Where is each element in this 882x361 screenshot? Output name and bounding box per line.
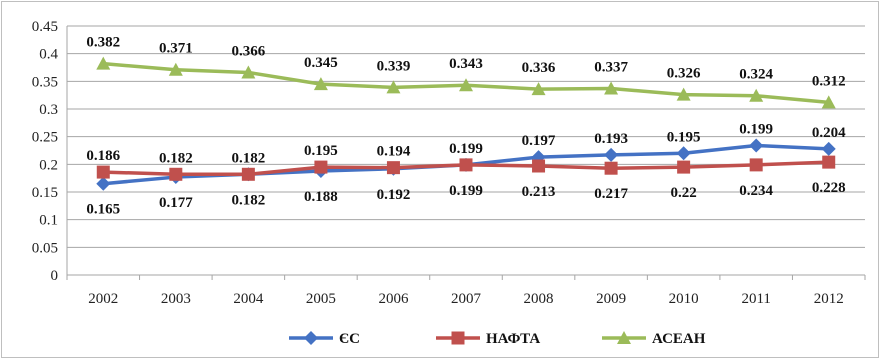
data-label-series-0: 0.199	[449, 183, 483, 199]
data-label-series-1: 0.199	[449, 141, 483, 157]
data-label-series-1: 0.194	[377, 144, 411, 160]
x-tick-label: 2005	[306, 291, 336, 307]
series-1-marker	[749, 158, 763, 172]
series-1-marker	[386, 161, 400, 175]
series-1-marker	[459, 158, 473, 172]
data-label-series-2: 0.366	[231, 43, 265, 59]
data-label-series-1: 0.199	[739, 122, 773, 138]
y-tick-label: 0	[51, 268, 59, 284]
series-lines	[96, 56, 836, 191]
axes: 0 0.05 0.1 0.15 0.2 0.25 0.3 0.35 0.4 0.45 2002 200…	[32, 19, 866, 307]
series-2-marker	[821, 95, 836, 109]
series-0-marker	[96, 176, 111, 191]
data-label-series-1: 0.197	[522, 133, 556, 149]
x-tick-label: 2011	[741, 291, 770, 307]
data-label-series-1: 0.186	[86, 148, 120, 164]
x-tick-label: 2012	[814, 291, 844, 307]
series-2-marker	[749, 88, 764, 102]
data-label-series-2: 0.336	[522, 60, 556, 76]
data-label-series-1: 0.182	[231, 150, 265, 166]
data-label-series-0: 0.22	[671, 185, 697, 201]
series-1-marker	[169, 167, 183, 181]
y-tick-label: 0.4	[39, 47, 58, 63]
legend: ЄС НАФТА АСЕАН	[289, 331, 706, 347]
data-label-series-0: 0.182	[231, 192, 265, 208]
y-tick-label: 0.3	[39, 102, 58, 118]
x-tick-label: 2010	[669, 291, 699, 307]
data-label-series-2: 0.339	[377, 58, 411, 74]
data-label-series-1: 0.195	[304, 143, 338, 159]
series-0-marker	[604, 147, 619, 162]
series-1-marker	[314, 160, 328, 174]
data-label-series-0: 0.234	[739, 183, 773, 199]
data-label-series-1: 0.195	[667, 129, 701, 145]
data-label-series-0: 0.213	[522, 184, 556, 200]
series-0-marker	[749, 138, 764, 153]
x-tick-label: 2008	[524, 291, 554, 307]
series-2-marker	[531, 82, 546, 96]
legend-label-1: НАФТА	[486, 331, 540, 347]
data-label-series-2: 0.324	[739, 67, 773, 83]
data-label-series-2: 0.371	[159, 41, 193, 57]
x-tick-label: 2007	[451, 291, 482, 307]
series-1-marker	[604, 161, 618, 175]
legend-marker-1	[451, 331, 465, 345]
series-2-marker	[386, 80, 401, 94]
data-label-series-1: 0.204	[812, 125, 846, 141]
series-2-marker	[241, 65, 256, 79]
data-label-series-2: 0.382	[86, 35, 120, 51]
y-tick-label: 0.35	[32, 74, 58, 90]
series-2-marker	[676, 87, 691, 101]
data-labels: 0.165 0.177 0.182 0.188 0.192 0.199 0.213 0.217…	[86, 35, 846, 218]
data-label-series-0: 0.177	[159, 195, 193, 211]
series-0-marker	[676, 146, 691, 161]
y-tick-label: 0.25	[32, 130, 58, 146]
legend-label-0: ЄС	[339, 331, 360, 347]
data-label-series-2: 0.337	[594, 60, 628, 76]
legend-marker-2	[617, 331, 631, 344]
data-label-series-0: 0.192	[377, 187, 411, 203]
x-tick-label: 2002	[88, 291, 118, 307]
series-0-marker	[821, 141, 836, 156]
series-1-marker	[677, 160, 691, 174]
series-2-marker	[96, 56, 111, 70]
data-label-series-0: 0.188	[304, 189, 338, 205]
x-tick-label: 2006	[378, 291, 409, 307]
y-tick-label: 0.45	[32, 19, 58, 35]
y-tick-label: 0.1	[39, 213, 58, 229]
series-1-marker	[822, 155, 836, 169]
series-2-marker	[604, 81, 619, 95]
data-label-series-1: 0.193	[594, 131, 628, 147]
data-label-series-2: 0.343	[449, 56, 483, 72]
x-tick-label: 2009	[596, 291, 626, 307]
series-2-marker	[459, 78, 473, 92]
series-2-marker	[168, 62, 183, 76]
data-label-series-1: 0.182	[159, 150, 193, 166]
x-tick-label: 2003	[161, 291, 191, 307]
series-1-marker	[532, 159, 546, 173]
data-label-series-2: 0.326	[667, 66, 701, 82]
data-label-series-0: 0.217	[594, 186, 628, 202]
y-tick-label: 0.05	[32, 240, 58, 256]
data-label-series-0: 0.165	[86, 202, 120, 218]
y-tick-label: 0.15	[32, 185, 58, 201]
legend-label-2: АСЕАН	[652, 331, 706, 347]
data-label-series-2: 0.345	[304, 55, 338, 71]
legend-marker-0	[304, 331, 318, 345]
series-1-marker	[241, 167, 255, 181]
y-tick-label: 0.2	[39, 157, 58, 173]
data-label-series-0: 0.228	[812, 180, 846, 196]
series-1-marker	[96, 165, 110, 179]
x-tick-label: 2004	[233, 291, 264, 307]
data-label-series-2: 0.312	[812, 73, 846, 89]
series-2-marker	[313, 77, 328, 91]
